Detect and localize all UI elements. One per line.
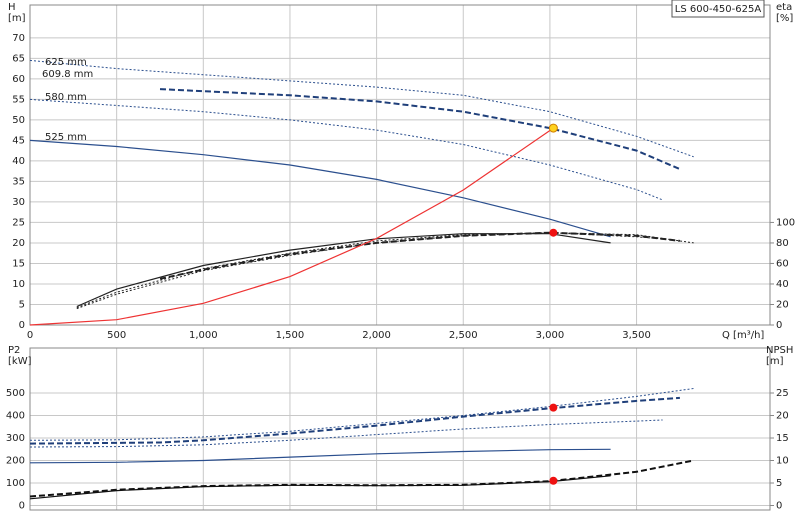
curve-label: 580 mm [45, 92, 87, 103]
y-tick-label: 25 [12, 217, 25, 228]
y2-tick-label: 100 [776, 217, 795, 228]
duty-point [549, 403, 558, 412]
y-tick-label: 35 [12, 176, 25, 187]
x-tick-label: 500 [107, 330, 126, 341]
curve [29, 98, 663, 201]
curve [29, 127, 554, 326]
y-tick-label: 45 [12, 135, 25, 146]
y-tick-label: 100 [6, 478, 25, 489]
y2-tick-label: 10 [776, 456, 789, 467]
y-tick-label: 50 [12, 115, 25, 126]
x-axis-label: Q [m³/h] [722, 330, 764, 341]
curve [76, 232, 663, 309]
x-tick-label: 1,000 [189, 330, 218, 341]
curve [29, 396, 680, 445]
y-tick-label: 400 [6, 411, 25, 422]
x-tick-label: 3,500 [622, 330, 651, 341]
curve-label: 609.8 mm [42, 69, 93, 80]
y-tick-label: 15 [12, 258, 25, 269]
y-tick-label: 60 [12, 74, 25, 85]
y-axis-label: H [8, 2, 16, 13]
x-tick-label: 2,000 [362, 330, 391, 341]
curve [29, 388, 694, 441]
y2-tick-label: 80 [776, 238, 789, 249]
y-tick-label: 5 [19, 299, 25, 310]
y2-tick-label: 15 [776, 433, 789, 444]
curve [159, 88, 681, 171]
y2-tick-label: 20 [776, 299, 789, 310]
curve-label: 625 mm [45, 57, 87, 68]
x-tick-label: 0 [27, 330, 33, 341]
y2-tick-label: 25 [776, 388, 789, 399]
y-axis-label: [m] [8, 13, 26, 24]
curve [76, 232, 694, 310]
y2-tick-label: 60 [776, 258, 789, 269]
chart-title: LS 600-450-625A [675, 4, 762, 15]
duty-point [549, 476, 558, 485]
curve [76, 233, 611, 308]
y-tick-label: 10 [12, 279, 25, 290]
y2-axis-label: [%] [776, 13, 793, 24]
y-tick-label: 20 [12, 238, 25, 249]
y2-tick-label: 0 [776, 320, 782, 331]
y2-axis-label: [m] [766, 356, 784, 367]
y2-tick-label: 20 [776, 411, 789, 422]
y2-tick-label: 40 [776, 279, 789, 290]
y-axis-label: [kW] [8, 356, 32, 367]
y2-axis-label: NPSH [766, 345, 793, 356]
y2-tick-label: 5 [776, 478, 782, 489]
curve-label: 525 mm [45, 132, 87, 143]
curve [29, 459, 694, 498]
y-tick-label: 65 [12, 53, 25, 64]
x-tick-label: 3,000 [536, 330, 565, 341]
plot-frame [29, 347, 771, 511]
y-tick-label: 300 [6, 433, 25, 444]
curve [29, 139, 611, 238]
duty-point [549, 228, 558, 237]
x-tick-label: 1,500 [276, 330, 305, 341]
curve [159, 231, 681, 280]
curve [29, 448, 611, 464]
title-box [671, 0, 765, 18]
curve [29, 59, 694, 158]
y-tick-label: 55 [12, 94, 25, 105]
y-tick-label: 30 [12, 197, 25, 208]
plot-frame [29, 4, 771, 326]
y-tick-label: 500 [6, 388, 25, 399]
curve [29, 475, 611, 500]
y2-tick-label: 0 [776, 501, 782, 512]
y-tick-label: 200 [6, 456, 25, 467]
duty-point [548, 123, 558, 133]
y-tick-label: 70 [12, 33, 25, 44]
y2-axis-label: eta [776, 2, 792, 13]
y-tick-label: 0 [19, 501, 25, 512]
y-axis-label: P2 [8, 345, 20, 356]
y-tick-label: 0 [19, 320, 25, 331]
y-tick-label: 40 [12, 156, 25, 167]
x-tick-label: 2,500 [449, 330, 478, 341]
